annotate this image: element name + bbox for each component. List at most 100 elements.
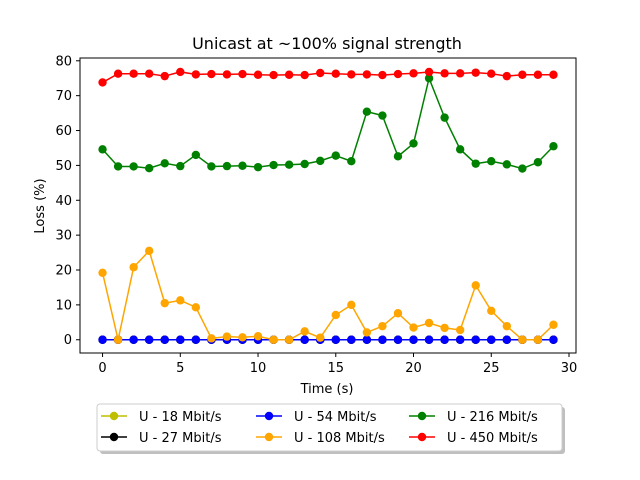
data-point xyxy=(222,332,232,341)
data-point xyxy=(269,335,278,344)
data-point xyxy=(549,335,558,344)
data-point xyxy=(191,303,201,312)
data-point xyxy=(424,67,434,77)
data-point xyxy=(471,335,480,344)
data-point xyxy=(362,107,372,116)
data-point xyxy=(378,70,387,80)
y-tick-label: 0 xyxy=(64,333,72,348)
x-tick-label: 20 xyxy=(405,361,422,376)
y-tick-label: 60 xyxy=(55,124,72,139)
y-tick-label: 10 xyxy=(55,298,72,313)
data-point xyxy=(440,113,449,122)
x-axis-label: Time (s) xyxy=(300,382,354,397)
data-point xyxy=(533,158,543,167)
data-point xyxy=(533,70,543,79)
data-point xyxy=(518,164,527,173)
data-point xyxy=(191,70,201,79)
data-point xyxy=(222,161,232,171)
legend-marker xyxy=(417,432,427,442)
data-point xyxy=(347,335,356,344)
data-point xyxy=(284,160,294,169)
data-point xyxy=(347,70,356,79)
data-point xyxy=(549,70,558,79)
data-point xyxy=(191,335,201,344)
data-point xyxy=(471,281,480,290)
x-tick-label: 15 xyxy=(328,361,345,376)
data-point xyxy=(347,157,356,166)
data-point xyxy=(502,335,512,344)
legend-box xyxy=(96,403,563,452)
data-point xyxy=(98,268,107,277)
data-point xyxy=(300,159,309,169)
legend-entry-2: U - 54 Mbit/s xyxy=(256,410,377,425)
data-point xyxy=(113,162,123,171)
data-point xyxy=(424,318,434,328)
data-point xyxy=(160,298,169,308)
data-point xyxy=(393,335,403,344)
data-point xyxy=(316,333,325,342)
data-point xyxy=(549,320,558,329)
chart-title: Unicast at ~100% signal strength xyxy=(192,34,462,53)
legend-entry-4: U - 216 Mbit/s xyxy=(409,410,538,425)
x-tick-label: 10 xyxy=(250,361,267,376)
data-point xyxy=(518,335,527,344)
y-tick-label: 80 xyxy=(55,54,72,69)
y-tick-label: 70 xyxy=(55,89,72,104)
data-point xyxy=(487,69,496,78)
data-point xyxy=(238,161,247,170)
legend: U - 18 Mbit/s U - 27 Mbit/s U - 54 Mbit/s U… xyxy=(96,403,565,454)
data-point xyxy=(362,328,372,337)
data-point xyxy=(129,162,138,171)
legend-label: U - 54 Mbit/s xyxy=(294,410,377,425)
data-point xyxy=(455,69,465,78)
series-4 xyxy=(98,74,558,173)
data-point xyxy=(409,335,418,344)
data-point xyxy=(533,335,543,344)
legend-entry-3: U - 108 Mbit/s xyxy=(256,431,385,446)
data-point xyxy=(238,69,247,79)
data-point xyxy=(191,150,201,160)
data-point xyxy=(269,70,278,80)
x-tick-label: 0 xyxy=(98,361,106,376)
y-tick-label: 20 xyxy=(55,264,72,279)
data-point xyxy=(331,69,340,78)
data-point xyxy=(284,70,294,79)
data-point xyxy=(316,156,325,166)
legend-label: U - 108 Mbit/s xyxy=(294,431,385,446)
legend-label: U - 450 Mbit/s xyxy=(447,431,538,446)
data-point xyxy=(253,332,263,341)
data-point xyxy=(144,246,154,256)
data-point xyxy=(487,157,496,166)
data-point xyxy=(331,335,340,344)
series-3 xyxy=(98,246,558,344)
data-point xyxy=(207,334,216,343)
data-point xyxy=(440,335,449,344)
data-point xyxy=(144,163,154,173)
data-point xyxy=(176,335,185,344)
data-point xyxy=(487,306,496,316)
data-point xyxy=(455,325,465,335)
data-point xyxy=(331,151,340,160)
data-point xyxy=(98,335,107,344)
data-point xyxy=(144,335,154,344)
data-point xyxy=(378,335,387,344)
data-point xyxy=(409,323,418,332)
data-point xyxy=(98,145,107,154)
data-point xyxy=(176,296,185,305)
x-tick-label: 5 xyxy=(176,361,184,376)
data-point xyxy=(424,335,434,344)
data-point xyxy=(362,335,372,344)
legend-entry-5: U - 450 Mbit/s xyxy=(409,431,538,446)
data-point xyxy=(549,142,558,151)
data-point xyxy=(129,263,138,272)
data-point xyxy=(176,161,185,171)
data-point xyxy=(409,139,418,148)
data-point xyxy=(222,70,232,79)
y-tick-label: 50 xyxy=(55,159,72,174)
data-point xyxy=(440,69,449,78)
y-tick-label: 40 xyxy=(55,194,72,209)
y-tick-label: 30 xyxy=(55,229,72,244)
data-point xyxy=(471,68,480,77)
axes-frame xyxy=(79,57,577,354)
data-point xyxy=(284,335,294,344)
